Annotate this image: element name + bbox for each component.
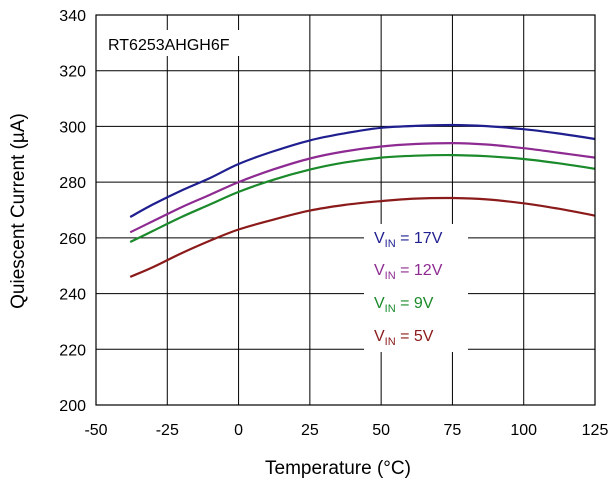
y-tick-label: 300 bbox=[59, 119, 86, 136]
legend-background bbox=[364, 224, 468, 352]
legend-entry: VIN = 17V bbox=[374, 230, 443, 250]
x-tick-labels: -50 -25 0 25 50 75 100 125 bbox=[84, 422, 608, 439]
y-tick-label: 340 bbox=[59, 8, 86, 25]
x-tick-label: -50 bbox=[84, 422, 107, 439]
series-line bbox=[129, 141, 596, 234]
annotation-background bbox=[104, 30, 240, 56]
y-tick-label: 260 bbox=[59, 231, 86, 248]
x-tick-label: 50 bbox=[372, 422, 390, 439]
x-tick-label: 25 bbox=[301, 422, 319, 439]
x-tick-label: 100 bbox=[510, 422, 537, 439]
device-annotation: RT6253AHGH6F bbox=[108, 37, 230, 54]
y-tick-label: 240 bbox=[59, 287, 86, 304]
x-axis-title: Temperature (°C) bbox=[265, 458, 411, 479]
series-line bbox=[129, 153, 596, 243]
legend: VIN = 17V VIN = 12V VIN = 9V VIN = 5V bbox=[364, 224, 468, 352]
series-line bbox=[129, 196, 596, 278]
x-tick-label: 75 bbox=[444, 422, 462, 439]
y-tick-label: 320 bbox=[59, 64, 86, 81]
y-tick-label: 220 bbox=[59, 342, 86, 359]
legend-entry: VIN = 9V bbox=[374, 295, 434, 315]
x-tick-label: -25 bbox=[156, 422, 179, 439]
y-axis-title: Quiescent Current (µA) bbox=[8, 113, 29, 309]
y-tick-label: 280 bbox=[59, 175, 86, 192]
y-tick-labels: 200 220 240 260 280 300 320 340 bbox=[59, 8, 86, 415]
grid-lines bbox=[96, 15, 595, 405]
legend-entry: VIN = 12V bbox=[374, 262, 443, 282]
plot-frame bbox=[95, 14, 596, 406]
x-tick-label: 0 bbox=[234, 422, 243, 439]
x-tick-label: 125 bbox=[582, 422, 609, 439]
y-tick-label: 200 bbox=[59, 398, 86, 415]
series-line bbox=[129, 123, 596, 218]
legend-entry: VIN = 5V bbox=[374, 328, 434, 348]
series-lines bbox=[129, 123, 596, 278]
